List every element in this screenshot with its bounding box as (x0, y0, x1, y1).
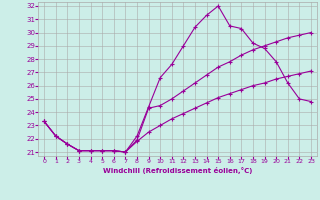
X-axis label: Windchill (Refroidissement éolien,°C): Windchill (Refroidissement éolien,°C) (103, 167, 252, 174)
